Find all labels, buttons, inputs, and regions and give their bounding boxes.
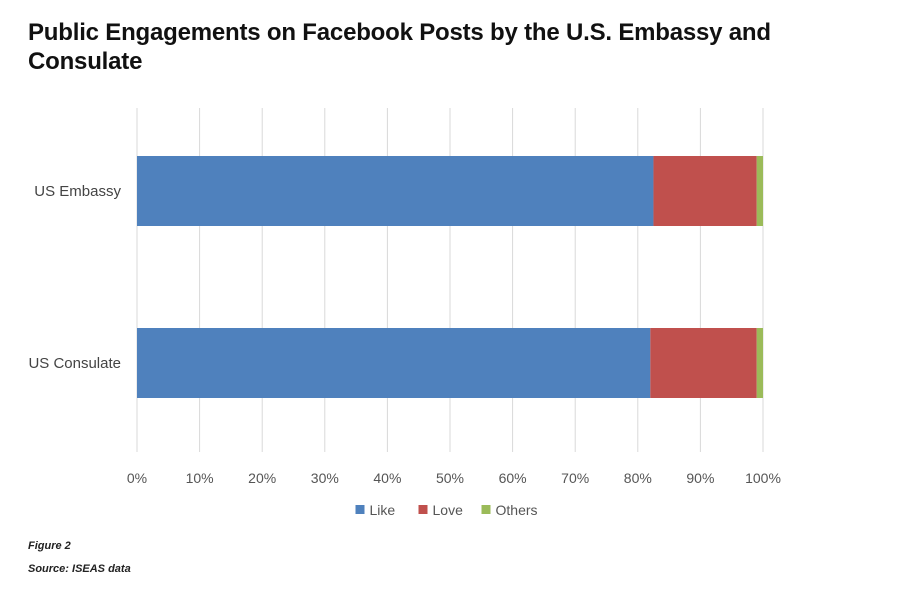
category-label: US Embassy (34, 183, 121, 200)
x-tick-label: 70% (561, 470, 589, 486)
x-tick-label: 40% (373, 470, 401, 486)
legend: Like Love Others (355, 502, 538, 518)
bar-group (137, 156, 763, 398)
x-tick-label: 80% (624, 470, 652, 486)
x-tick-label: 50% (436, 470, 464, 486)
figure-label: Figure 2 (28, 540, 71, 552)
bar-like-us-consulate (137, 328, 651, 398)
x-tick-label: 0% (127, 470, 147, 486)
x-tick-label: 90% (686, 470, 714, 486)
bar-others-us-embassy (756, 156, 763, 226)
bar-love-us-embassy (653, 156, 757, 226)
category-labels: US Embassy US Consulate (28, 183, 121, 372)
bar-love-us-consulate (650, 328, 757, 398)
legend-swatch-like (355, 505, 365, 514)
bar-others-us-consulate (756, 328, 763, 398)
chart-title: Public Engagements on Facebook Posts by … (28, 19, 771, 75)
legend-swatch-love (418, 505, 428, 514)
legend-label-others: Others (496, 502, 538, 518)
legend-swatch-others (481, 505, 491, 514)
x-tick-label: 60% (499, 470, 527, 486)
category-label: US Consulate (28, 355, 121, 372)
x-tick-label: 20% (248, 470, 276, 486)
x-tick-labels: 0% 10% 20% 30% 40% 50% 60% 70% 80% 90% 100% (127, 470, 781, 486)
x-tick-label: 100% (745, 470, 781, 486)
source-label: Source: ISEAS data (28, 563, 131, 575)
legend-label-like: Like (370, 502, 396, 518)
legend-label-love: Love (433, 502, 464, 518)
bar-like-us-embassy (137, 156, 654, 226)
x-tick-label: 10% (186, 470, 214, 486)
x-tick-label: 30% (311, 470, 339, 486)
